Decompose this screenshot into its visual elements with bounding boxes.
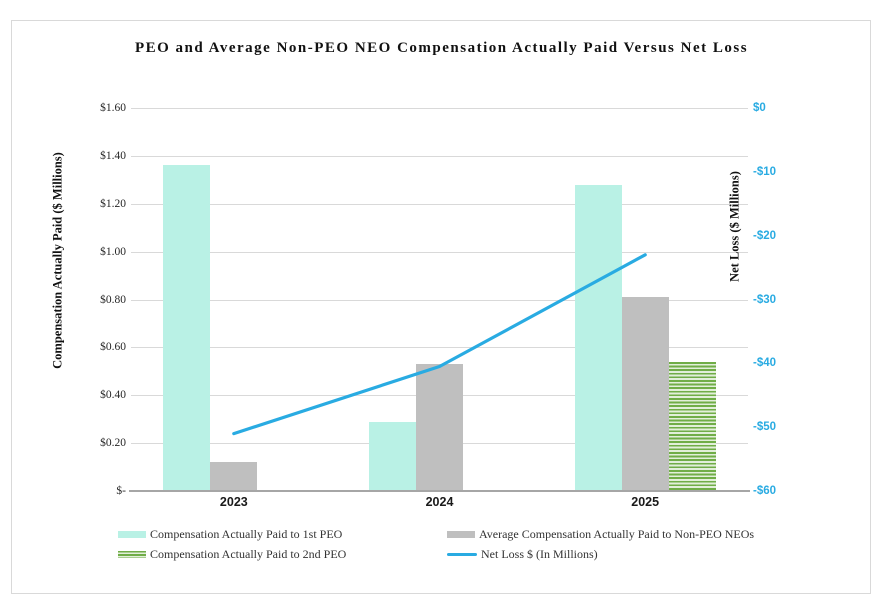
legend-label-peo2: Compensation Actually Paid to 2nd PEO	[150, 547, 347, 561]
right-axis-title: Net Loss ($ Millions)	[727, 171, 742, 282]
legend-item-peo2: Compensation Actually Paid to 2nd PEO	[118, 547, 346, 562]
legend-label-nonpeo: Average Compensation Actually Paid to No…	[479, 527, 755, 541]
category-label-2023: 2023	[219, 495, 248, 509]
right-axis-tick-label: -$40	[753, 357, 777, 370]
bar-peo1-2023	[163, 165, 211, 491]
left-axis-tick-label: $0.20	[100, 437, 126, 450]
category-label-2024: 2024	[425, 495, 454, 509]
bar-peo2-2025	[668, 361, 716, 491]
legend-label-peo1: Compensation Actually Paid to 1st PEO	[150, 527, 343, 541]
gridline	[131, 108, 748, 109]
gridline	[131, 299, 748, 301]
bar-nonpeo-2023	[210, 462, 258, 491]
bar-nonpeo-2025	[621, 297, 669, 491]
gridline	[131, 203, 748, 205]
chart-frame	[11, 20, 871, 594]
left-axis-tick-label: $1.00	[100, 245, 126, 258]
legend-swatch-peo1	[118, 531, 146, 538]
gridline	[131, 251, 748, 253]
bar-peo1-2024	[369, 421, 416, 491]
right-axis-tick-label: -$50	[753, 421, 777, 434]
right-axis-tick-label: -$20	[753, 229, 777, 242]
bar-peo1-2025	[574, 184, 622, 491]
left-axis-tick-label: $-	[116, 485, 126, 497]
category-label-2025: 2025	[631, 495, 660, 509]
left-axis-title: Compensation Actually Paid ($ Millions)	[50, 152, 65, 369]
chart-title: PEO and Average Non-PEO NEO Compensation…	[134, 40, 749, 56]
right-axis-tick-label: $0	[753, 102, 766, 114]
right-axis-tick-label: -$10	[753, 165, 777, 178]
left-axis-tick-label: $0.40	[100, 389, 126, 402]
left-axis-tick-label: $0.60	[100, 341, 126, 354]
legend-item-peo1: Compensation Actually Paid to 1st PEO	[118, 527, 342, 542]
legend-label-netloss: Net Loss $ (In Millions)	[481, 547, 598, 561]
gridline	[131, 155, 748, 157]
netloss-line	[232, 253, 647, 436]
legend-item-netloss: Net Loss $ (In Millions)	[447, 547, 598, 562]
netloss-line-chart	[232, 253, 647, 436]
left-axis-tick-label: $1.20	[100, 197, 126, 210]
left-axis-tick-label: $1.40	[100, 149, 126, 162]
bar-nonpeo-2024	[416, 364, 463, 491]
left-axis-tick-label: $1.60	[100, 102, 126, 114]
legend-swatch-peo2	[118, 551, 146, 558]
legend-item-nonpeo: Average Compensation Actually Paid to No…	[447, 527, 754, 542]
right-axis-tick-label: -$60	[753, 485, 777, 497]
left-axis-tick-label: $0.80	[100, 293, 126, 306]
legend-swatch-netloss	[447, 552, 477, 557]
right-axis-tick-label: -$30	[753, 293, 777, 306]
gridline	[131, 347, 748, 349]
legend-swatch-nonpeo	[447, 531, 475, 538]
x-axis-line	[129, 490, 750, 492]
